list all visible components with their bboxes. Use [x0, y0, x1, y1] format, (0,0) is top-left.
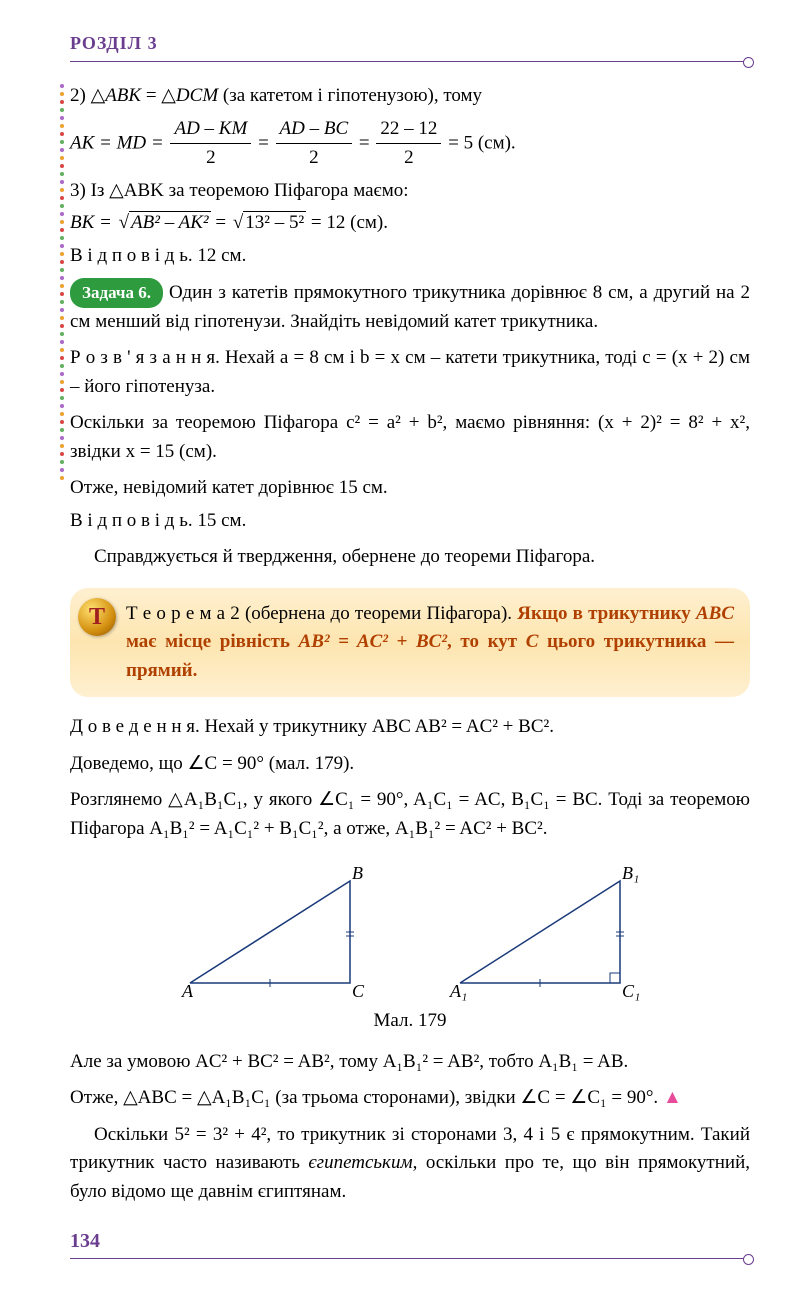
svg-text:A₁: A₁	[449, 981, 467, 1001]
proof2-p2: Отже, △ABC = △A₁B₁C₁ (за трьома сторонам…	[70, 1084, 750, 1113]
task-6-solution-2: Оскільки за теоремою Піфагора c² = a² + …	[70, 409, 750, 466]
svg-text:B₁: B₁	[622, 863, 639, 883]
bridge-text: Справджується й твердження, обернене до …	[70, 543, 750, 572]
answer-1: В і д п о в і д ь. 12 см.	[70, 242, 750, 271]
proof-p3: Розглянемо △A₁B₁C₁, у якого ∠C₁ = 90°, A…	[70, 786, 750, 843]
diagram-caption: Мал. 179	[70, 1007, 750, 1036]
theorem-box: Т Т е о р е м а 2 (обернена до теореми П…	[70, 588, 750, 698]
triangle-a1b1c1: A₁ B₁ C₁	[440, 863, 650, 1003]
proof-p2: Доведемо, що ∠C = 90° (мал. 179).	[70, 750, 750, 779]
svg-text:C₁: C₁	[622, 981, 640, 1001]
qed-icon: ▲	[663, 1087, 682, 1108]
proof-p1: Д о в е д е н н я. Нехай у трикутнику AB…	[70, 713, 750, 742]
task-6-answer: В і д п о в і д ь. 15 см.	[70, 507, 750, 536]
page-number: 134	[70, 1226, 750, 1256]
svg-text:B: B	[352, 863, 363, 883]
task-badge: Задача 6.	[70, 278, 163, 308]
header-rule	[70, 61, 750, 62]
step-3-line2: BK = AB² – AK² = 13² – 5² = 12 (см).	[70, 209, 750, 238]
step-2-line1: 2) △ABK = △DCM (за катетом і гіпотенузою…	[70, 82, 750, 111]
margin-dots	[60, 80, 63, 480]
triangle-abc: A B C	[170, 863, 380, 1003]
theorem-icon: Т	[78, 598, 116, 636]
task-6-solution-1: Р о з в ' я з а н н я. Нехай a = 8 см і …	[70, 344, 750, 401]
footer-rule	[70, 1258, 750, 1259]
proof2-p1: Але за умовою AC² + BC² = AB², тому A₁B₁…	[70, 1048, 750, 1077]
task-6-solution-3: Отже, невідомий катет дорівнює 15 см.	[70, 474, 750, 503]
step-3-line1: 3) Із △ABK за теоремою Піфагора маємо:	[70, 177, 750, 206]
step-2-line2: AK = MD = AD – KM2 = AD – BC2 = 22 – 122…	[70, 115, 750, 173]
final-para: Оскільки 5² = 3² + 4², то трикутник зі с…	[70, 1121, 750, 1207]
svg-text:C: C	[352, 981, 365, 1001]
diagram-row: A B C A₁ B₁ C₁	[70, 863, 750, 1003]
section-header: РОЗДІЛ 3	[70, 30, 750, 57]
svg-text:A: A	[181, 981, 194, 1001]
task-6: Задача 6.Один з катетів прямокутного три…	[70, 278, 750, 336]
